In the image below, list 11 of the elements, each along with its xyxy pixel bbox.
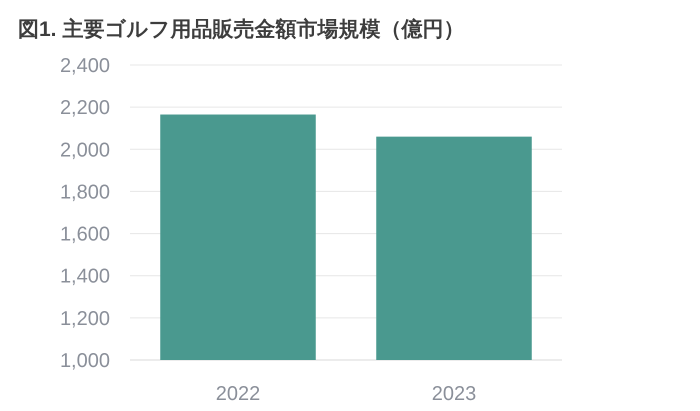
y-tick-label: 1,800	[60, 181, 110, 204]
y-tick-label: 2,400	[60, 55, 110, 77]
y-tick-label: 1,200	[60, 308, 110, 330]
x-tick-label: 2022	[216, 383, 260, 405]
y-tick-label: 1,000	[60, 350, 110, 372]
y-tick-label: 1,600	[60, 224, 110, 246]
chart-title: 図1. 主要ゴルフ用品販売金額市場規模（億円）	[18, 17, 464, 41]
y-tick-label: 2,000	[60, 139, 110, 162]
y-tick-label: 1,400	[60, 266, 110, 288]
x-tick-label: 2023	[432, 383, 476, 405]
y-tick-label: 2,200	[60, 97, 110, 120]
